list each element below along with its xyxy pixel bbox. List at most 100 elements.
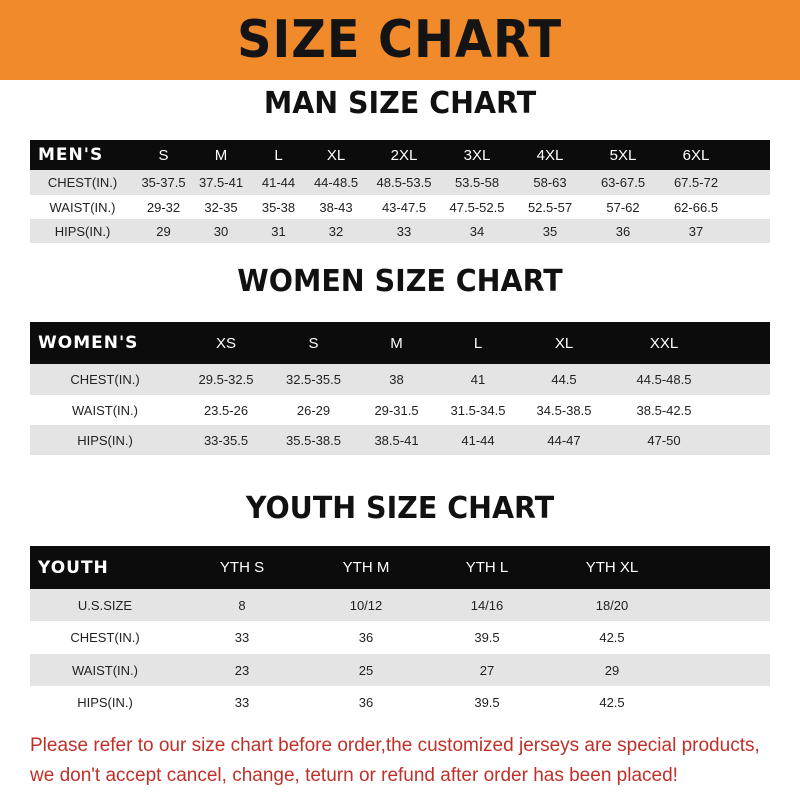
- header-row: MEN'S S M L XL 2XL 3XL 4XL 5XL 6XL: [30, 140, 770, 170]
- table-cell: 57-62: [606, 199, 640, 215]
- men-size-table: MEN'S S M L XL 2XL 3XL 4XL 5XL 6XL CHEST(IN.) 35-37…: [30, 140, 770, 243]
- youth-title: YOUTH SIZE CHART: [245, 491, 555, 526]
- table-cell: 39.5: [474, 630, 500, 645]
- row-label: YOUTH: [38, 557, 109, 578]
- table-cell: 31.5-34.5: [450, 402, 506, 418]
- table-row: WAIST(IN.) 23.5-26 26-29 29-31.5 31.5-34.5 34…: [30, 395, 770, 425]
- table-cell: 23: [234, 662, 250, 678]
- row-label: CHEST(IN.): [70, 630, 140, 645]
- table-cell: YTH M: [342, 559, 390, 576]
- table-cell: 10/12: [349, 597, 383, 613]
- header-row: YOUTH YTH S YTH M YTH L YTH XL: [30, 546, 770, 589]
- table-cell: 38-43: [319, 199, 353, 215]
- table-cell: 32-35: [204, 199, 238, 215]
- table-cell: 44.5-48.5: [636, 372, 692, 387]
- table-row: WAIST(IN.) 23 25 27 29: [30, 654, 770, 686]
- table-cell: 58-63: [533, 175, 567, 190]
- table-cell: 32.5-35.5: [286, 372, 341, 387]
- size-chart-banner: SIZE CHART: [0, 0, 800, 80]
- table-cell: 62-66.5: [673, 199, 719, 215]
- table-cell: 44.5: [551, 372, 577, 387]
- notice-line-1: Please refer to our size chart before or…: [30, 735, 760, 756]
- table-cell: L: [274, 146, 283, 164]
- table-cell: 52.5-57: [527, 199, 573, 215]
- table-cell: 35.5-38.5: [286, 432, 341, 448]
- table-row: CHEST(IN.) 29.5-32.5 32.5-35.5 38 41 44.5 44.5…: [30, 364, 770, 395]
- table-cell: XL: [554, 334, 574, 352]
- row-label: U.S.SIZE: [77, 597, 133, 613]
- women-title: WOMEN SIZE CHART: [237, 264, 563, 299]
- table-cell: 53.5-58: [454, 175, 500, 190]
- table-cell: 31: [271, 223, 286, 239]
- table-cell: M: [390, 334, 403, 352]
- table-row: HIPS(IN.) 33-35.5 35.5-38.5 38.5-41 41-44 44-…: [30, 425, 770, 455]
- header-row: WOMEN'S XS S M L XL XXL: [30, 322, 770, 364]
- table-cell: 14/16: [470, 597, 504, 613]
- row-label: CHEST(IN.): [47, 175, 118, 190]
- table-cell: 29-31.5: [374, 402, 419, 418]
- table-cell: 8: [238, 597, 246, 613]
- table-cell: 2XL: [390, 146, 418, 164]
- notice-line-2: we don't accept cancel, change, teturn o…: [30, 765, 678, 786]
- table-cell: 35-37.5: [141, 175, 186, 190]
- table-row: HIPS(IN.) 33 36 39.5 42.5: [30, 686, 770, 718]
- table-cell: 29: [156, 223, 171, 239]
- row-label: CHEST(IN.): [70, 372, 140, 387]
- banner-title: SIZE CHART: [237, 10, 563, 70]
- table-cell: 26-29: [296, 402, 331, 418]
- table-cell: XL: [326, 146, 346, 164]
- table-cell: 35-38: [261, 199, 296, 215]
- women-size-table: WOMEN'S XS S M L XL XXL CHEST(IN.) 29.5-32.5 32.5…: [30, 322, 770, 455]
- row-label: HIPS(IN.): [54, 223, 111, 239]
- table-cell: 42.5: [599, 630, 625, 645]
- table-cell: 6XL: [682, 146, 710, 164]
- table-cell: 38.5-42.5: [636, 402, 692, 418]
- row-label: WAIST(IN.): [49, 199, 116, 215]
- table-cell: 41-44: [461, 432, 495, 448]
- men-title: MAN SIZE CHART: [263, 86, 537, 121]
- youth-size-table: YOUTH YTH S YTH M YTH L YTH XL U.S.SIZE 8 10/12…: [30, 546, 770, 718]
- table-cell: 25: [358, 662, 374, 678]
- table-cell: XXL: [649, 334, 679, 352]
- table-row: HIPS(IN.) 29 30 31 32 33 34 35 36 37: [30, 219, 770, 243]
- table-cell: 36: [615, 223, 631, 239]
- table-cell: 38.5-41: [374, 432, 419, 448]
- table-row: U.S.SIZE 8 10/12 14/16 18/20: [30, 589, 770, 621]
- table-cell: 29: [604, 662, 620, 678]
- table-cell: 23.5-26: [203, 402, 249, 418]
- table-cell: 47.5-52.5: [449, 199, 505, 215]
- table-cell: 44-47: [547, 432, 581, 448]
- table-cell: M: [214, 146, 228, 164]
- table-cell: L: [473, 334, 483, 352]
- table-cell: 27: [479, 662, 495, 678]
- row-label: HIPS(IN.): [77, 432, 133, 448]
- table-cell: 67.5-72: [673, 175, 719, 190]
- row-label: WAIST(IN.): [72, 662, 138, 678]
- table-cell: 41: [470, 372, 486, 387]
- table-cell: 18/20: [595, 597, 629, 613]
- table-cell: 42.5: [599, 694, 625, 710]
- table-cell: 4XL: [536, 146, 564, 164]
- table-cell: 48.5-53.5: [376, 175, 432, 190]
- table-cell: YTH L: [465, 559, 509, 576]
- table-cell: 33: [234, 694, 250, 710]
- table-cell: 39.5: [474, 694, 500, 710]
- table-cell: 38: [389, 372, 404, 387]
- table-cell: 63-67.5: [600, 175, 646, 190]
- table-cell: 44-48.5: [313, 175, 359, 190]
- table-cell: 37: [688, 223, 704, 239]
- table-cell: 35: [542, 223, 558, 239]
- table-cell: 36: [358, 630, 374, 645]
- table-cell: 36: [358, 694, 374, 710]
- table-row: CHEST(IN.) 35-37.5 37.5-41 41-44 44-48.5 48.5…: [30, 170, 770, 195]
- row-label: WOMEN'S: [38, 333, 139, 353]
- table-cell: 30: [213, 223, 229, 239]
- table-cell: 33: [396, 223, 412, 239]
- table-cell: 5XL: [609, 146, 637, 164]
- table-cell: YTH S: [219, 559, 265, 576]
- table-cell: 34.5-38.5: [536, 402, 592, 418]
- table-cell: 37.5-41: [198, 175, 244, 190]
- table-cell: S: [308, 334, 319, 352]
- table-cell: XS: [215, 334, 236, 352]
- table-cell: 33-35.5: [203, 432, 249, 448]
